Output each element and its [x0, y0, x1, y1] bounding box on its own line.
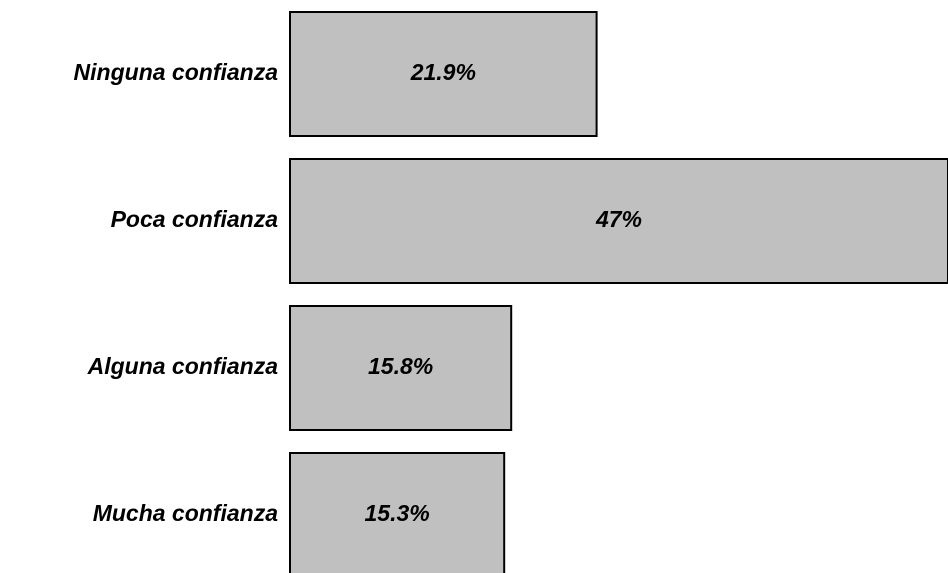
y-tick-label: Alguna confianza — [87, 353, 279, 379]
y-tick-label: Ninguna confianza — [74, 59, 279, 85]
value-label: 47% — [595, 206, 642, 232]
y-tick-label: Poca confianza — [111, 206, 279, 232]
bar — [289, 305, 513, 431]
bar — [289, 158, 948, 284]
bar — [289, 11, 598, 137]
bar — [289, 452, 506, 573]
value-label: 15.3% — [364, 500, 429, 526]
value-label: 21.9% — [410, 59, 476, 85]
y-tick-label: Mucha confianza — [93, 500, 279, 526]
value-label: 15.8% — [368, 353, 433, 379]
